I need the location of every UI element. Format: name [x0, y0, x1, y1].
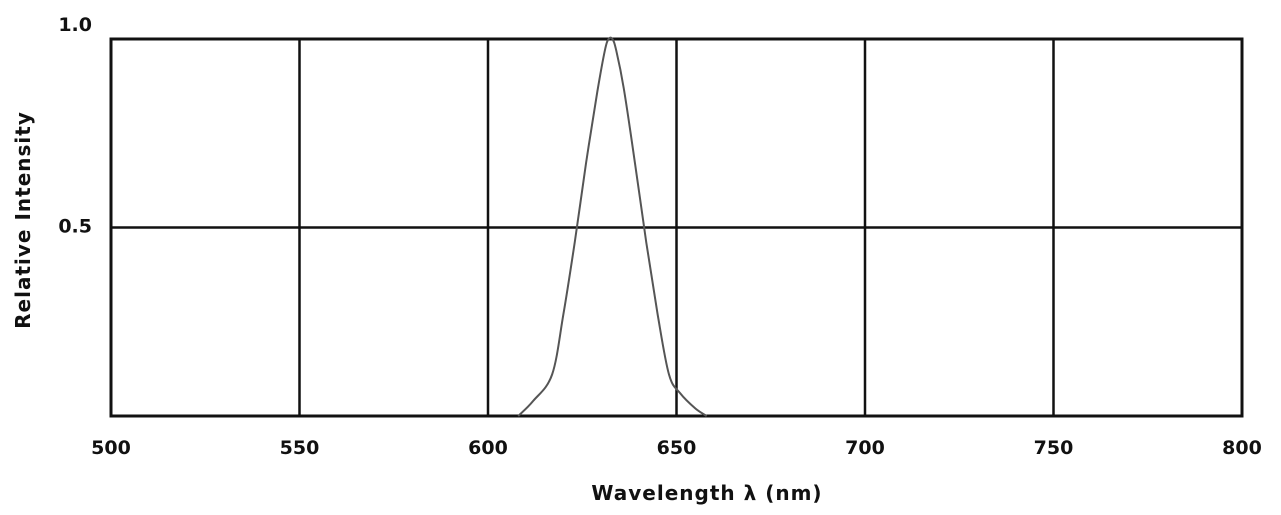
x-tick-label: 550 — [280, 437, 320, 459]
x-tick-label: 600 — [468, 437, 508, 459]
y-tick-labels: 0.5 1.0 — [58, 14, 92, 238]
x-tick-label: 700 — [845, 437, 885, 459]
y-tick-label: 1.0 — [58, 14, 92, 36]
plot-frame — [109, 37, 1244, 418]
y-tick-label: 0.5 — [58, 216, 92, 238]
series-line — [517, 36, 708, 417]
x-tick-label: 650 — [657, 437, 697, 459]
x-axis-label: Wavelength λ (nm) — [591, 481, 822, 505]
grid — [111, 39, 1242, 416]
x-tick-label: 500 — [91, 437, 131, 459]
y-axis-label: Relative Intensity — [11, 111, 35, 329]
x-tick-label: 750 — [1034, 437, 1074, 459]
x-tick-labels: 500 550 600 650 700 750 800 — [91, 437, 1262, 459]
x-tick-label: 800 — [1222, 437, 1262, 459]
